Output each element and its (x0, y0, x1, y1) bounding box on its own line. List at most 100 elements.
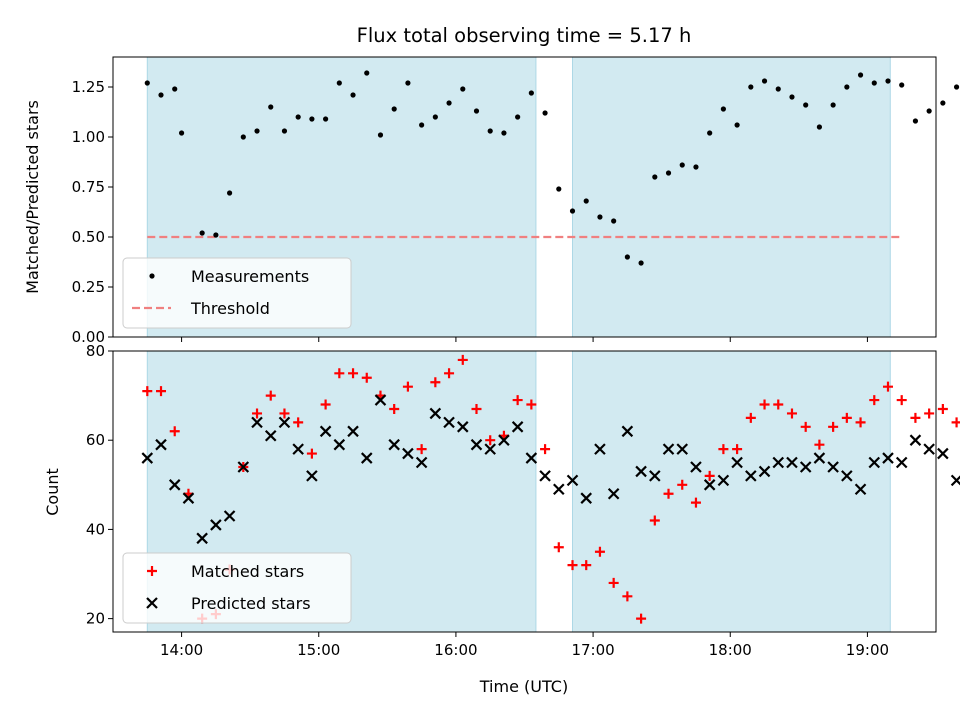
measurement-point-10 (268, 104, 274, 110)
top-y-axis-label: Matched/Predicted stars (23, 100, 42, 294)
bottom-ytick-label: 80 (86, 342, 105, 360)
matched-star-point-22 (430, 377, 441, 388)
matched-star-point-32 (567, 560, 578, 571)
matched-star-point-46 (759, 399, 770, 410)
measurement-point-59 (940, 100, 946, 106)
predicted-star-point-30 (539, 470, 551, 482)
predicted-star-point-22 (429, 407, 442, 420)
predicted-star-point-29 (525, 452, 538, 464)
predicted-star-point-59 (937, 447, 949, 460)
bottom-shaded-region-2 (572, 350, 891, 633)
measurement-point-36 (624, 254, 630, 260)
predicted-star-point-48 (786, 456, 798, 469)
matched-star-point-44 (732, 444, 743, 455)
measurement-point-45 (748, 84, 754, 90)
top-ytick-label: 0.75 (72, 178, 105, 196)
top-legend-entry-1-swatch (149, 273, 155, 279)
measurement-point-20 (405, 80, 411, 86)
measurement-point-1 (144, 80, 150, 86)
predicted-star-point-7 (223, 510, 236, 522)
matched-star-point-25 (471, 403, 482, 414)
matched-star-point-57 (910, 412, 921, 423)
predicted-star-point-16 (347, 425, 359, 438)
predicted-star-point-13 (306, 470, 318, 482)
predicted-star-point-60 (950, 474, 960, 487)
bottom-legend-entry-1-label: Matched stars (191, 562, 304, 581)
predicted-star-point-8 (237, 461, 250, 473)
matched-star-point-30 (540, 444, 551, 455)
measurement-point-26 (487, 128, 493, 134)
predicted-star-point-52 (841, 470, 853, 482)
bottom-legend-entry-2-label: Predicted stars (191, 594, 311, 613)
bottom-ytick-label: 20 (86, 610, 105, 628)
bottom-legend-entry-2-swatch (146, 597, 158, 609)
predicted-star-point-17 (360, 452, 373, 464)
matched-star-point-1 (142, 386, 153, 397)
measurement-point-48 (789, 94, 795, 100)
measurement-point-51 (830, 102, 836, 108)
chart-title: Flux total observing time = 5.17 h (357, 24, 692, 47)
top-ytick-label: 0.50 (72, 228, 105, 246)
predicted-star-point-56 (895, 456, 908, 469)
measurement-point-23 (446, 100, 452, 106)
predicted-star-point-49 (799, 461, 812, 473)
top-legend-box (122, 257, 352, 329)
predicted-star-point-37 (635, 465, 647, 478)
top-y-ticks: 0.00 0.25 0.50 0.75 1.00 1.25 (72, 78, 113, 346)
top-legend-entry-1-label: Measurements (191, 267, 309, 286)
matched-star-point-55 (882, 381, 893, 392)
predicted-star-point-27 (498, 434, 510, 446)
measurement-point-57 (912, 118, 919, 124)
matched-star-point-39 (663, 488, 674, 499)
predicted-star-point-11 (278, 416, 291, 429)
x-axis-label: Time (UTC) (479, 677, 568, 696)
matched-star-point-53 (855, 417, 866, 428)
bottom-y-ticks: 20 40 60 80 (86, 342, 113, 628)
matched-star-point-17 (361, 372, 372, 383)
measurement-point-53 (857, 72, 864, 78)
predicted-star-point-35 (607, 487, 620, 500)
predicted-star-point-32 (566, 474, 579, 487)
predicted-star-point-58 (923, 443, 935, 455)
measurement-point-22 (432, 114, 438, 120)
xtick-label: 15:00 (297, 641, 340, 659)
measurement-point-18 (377, 132, 384, 138)
measurement-point-40 (679, 162, 685, 168)
matched-star-point-12 (293, 417, 304, 428)
matched-star-point-38 (649, 515, 660, 526)
bottom-ytick-label: 40 (86, 520, 105, 538)
xtick-label: 18:00 (709, 641, 752, 659)
matched-star-point-3 (169, 426, 180, 437)
predicted-star-point-3 (168, 479, 181, 491)
measurement-point-39 (665, 170, 672, 176)
matched-star-point-51 (828, 421, 839, 432)
matched-star-point-47 (773, 399, 784, 410)
matched-star-point-37 (636, 613, 647, 624)
measurement-point-37 (638, 260, 644, 266)
matched-star-point-56 (896, 395, 907, 406)
matched-star-point-26 (485, 435, 496, 446)
measurement-point-19 (391, 106, 397, 112)
predicted-star-point-51 (827, 461, 839, 473)
predicted-star-point-6 (210, 519, 222, 531)
predicted-star-point-21 (415, 456, 428, 469)
bottom-ytick-label: 60 (86, 431, 105, 449)
measurement-point-17 (364, 70, 370, 76)
predicted-star-point-33 (580, 492, 593, 504)
measurement-point-55 (885, 78, 891, 84)
measurement-point-7 (226, 190, 233, 196)
measurement-point-4 (178, 130, 185, 136)
predicted-star-point-36 (621, 425, 634, 438)
predicted-star-point-9 (251, 416, 263, 429)
measurement-point-30 (542, 110, 548, 116)
top-shaded-region-2 (572, 56, 891, 338)
matched-star-point-15 (334, 368, 345, 379)
predicted-star-point-42 (703, 479, 716, 491)
matched-star-point-10 (265, 390, 276, 401)
measurement-point-28 (515, 114, 521, 120)
measurement-point-6 (213, 232, 219, 238)
matched-star-point-60 (951, 417, 960, 428)
measurement-point-25 (473, 108, 480, 114)
matched-star-point-59 (937, 403, 948, 414)
measurement-point-38 (652, 174, 658, 180)
